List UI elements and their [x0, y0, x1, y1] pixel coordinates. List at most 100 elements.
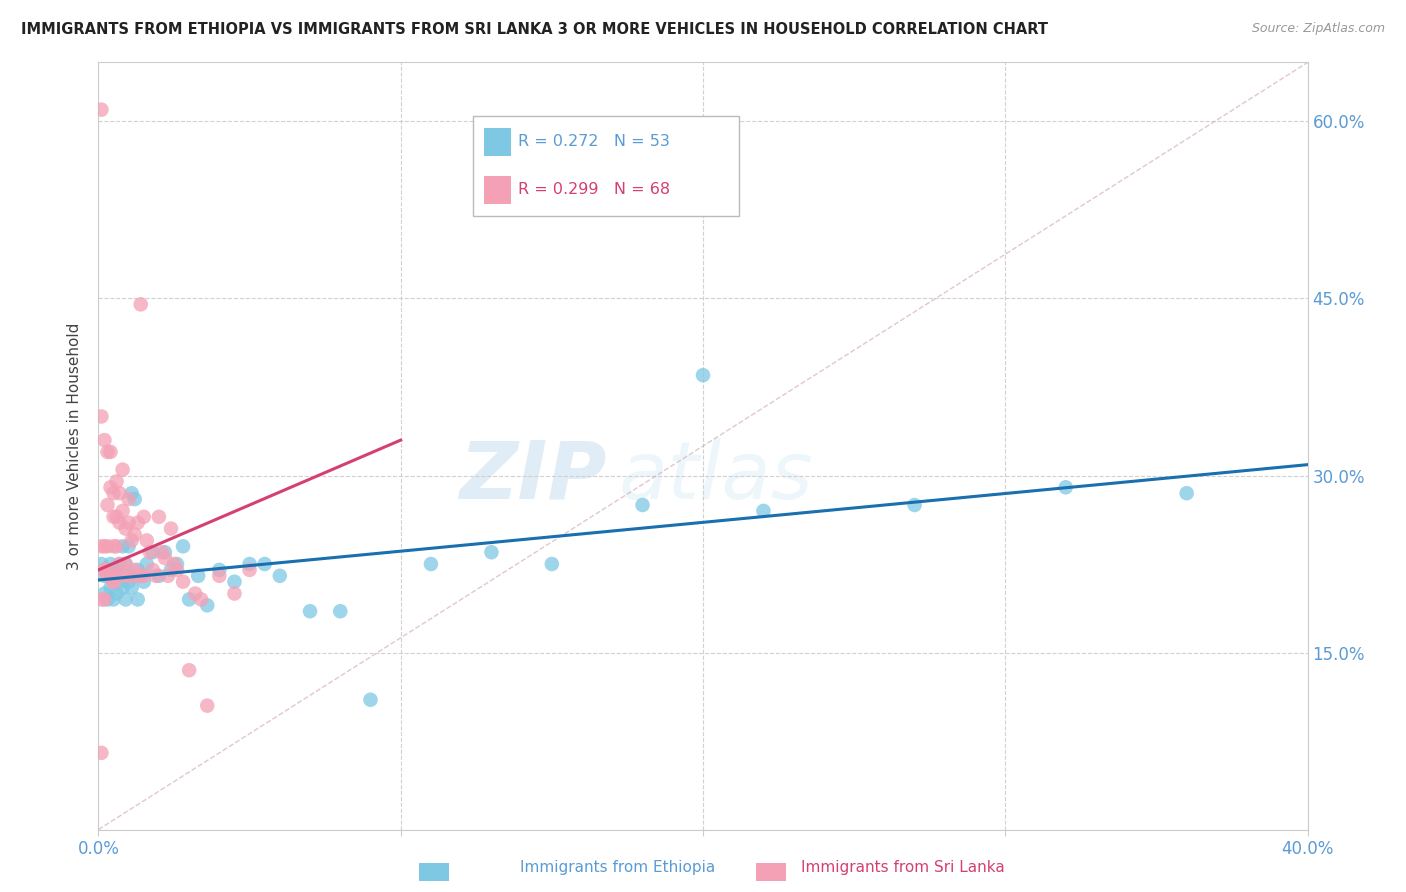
Point	[96, 592, 118, 607]
Point	[105, 509, 128, 524]
Point	[90, 409, 112, 424]
Point	[111, 581, 134, 595]
Point	[90, 592, 112, 607]
Point	[93, 592, 115, 607]
Point	[269, 569, 291, 583]
Point	[129, 569, 152, 583]
Point	[145, 569, 167, 583]
Point	[121, 533, 143, 548]
Point	[90, 103, 112, 117]
Point	[100, 445, 122, 459]
Point	[96, 569, 118, 583]
Point	[100, 480, 122, 494]
Point	[93, 539, 115, 553]
Text: Immigrants from Sri Lanka: Immigrants from Sri Lanka	[801, 861, 1005, 875]
Point	[93, 569, 115, 583]
FancyBboxPatch shape	[756, 863, 786, 881]
Point	[93, 586, 115, 600]
Point	[100, 569, 122, 583]
Point	[148, 509, 170, 524]
Point	[121, 486, 143, 500]
Point	[752, 504, 775, 518]
Point	[329, 604, 352, 618]
Y-axis label: 3 or more Vehicles in Household: 3 or more Vehicles in Household	[67, 322, 83, 570]
Point	[118, 569, 141, 583]
Point	[93, 563, 115, 577]
Point	[360, 692, 382, 706]
FancyBboxPatch shape	[419, 863, 449, 881]
Point	[118, 492, 141, 507]
Point	[156, 569, 179, 583]
Point	[239, 563, 262, 577]
Point	[187, 569, 209, 583]
Point	[153, 545, 176, 559]
Point	[100, 557, 122, 571]
Point	[114, 557, 136, 571]
Point	[172, 574, 194, 589]
Point	[108, 557, 131, 571]
Point	[96, 498, 118, 512]
Point	[132, 509, 155, 524]
Point	[208, 569, 231, 583]
Text: atlas: atlas	[619, 438, 813, 516]
Point	[253, 557, 276, 571]
Point	[631, 498, 654, 512]
Point	[105, 586, 128, 600]
Point	[163, 557, 186, 571]
Point	[127, 516, 149, 530]
Point	[139, 545, 162, 559]
Point	[114, 557, 136, 571]
Point	[190, 592, 212, 607]
Point	[96, 539, 118, 553]
Point	[96, 445, 118, 459]
Point	[105, 569, 128, 583]
Point	[114, 592, 136, 607]
Point	[904, 498, 927, 512]
Point	[96, 563, 118, 577]
Point	[420, 557, 443, 571]
Point	[118, 574, 141, 589]
Point	[299, 604, 322, 618]
Point	[100, 581, 122, 595]
Point	[93, 563, 115, 577]
Point	[132, 569, 155, 583]
Point	[121, 569, 143, 583]
Point	[142, 545, 165, 559]
Point	[132, 574, 155, 589]
Point	[105, 539, 128, 553]
Point	[127, 563, 149, 577]
Point	[105, 475, 128, 489]
Text: IMMIGRANTS FROM ETHIOPIA VS IMMIGRANTS FROM SRI LANKA 3 OR MORE VEHICLES IN HOUS: IMMIGRANTS FROM ETHIOPIA VS IMMIGRANTS F…	[21, 22, 1047, 37]
Point	[166, 557, 188, 571]
Point	[100, 569, 122, 583]
Point	[108, 516, 131, 530]
Point	[540, 557, 562, 571]
Point	[114, 522, 136, 536]
Point	[111, 539, 134, 553]
Point	[150, 545, 173, 559]
Point	[90, 557, 112, 571]
Point	[90, 539, 112, 553]
Point	[153, 551, 176, 566]
Point	[118, 539, 141, 553]
Point	[129, 297, 152, 311]
Point	[111, 462, 134, 476]
Point	[105, 563, 128, 577]
Point	[692, 368, 714, 383]
Point	[135, 533, 157, 548]
Point	[1175, 486, 1198, 500]
Point	[108, 574, 131, 589]
Point	[103, 569, 125, 583]
Point	[111, 569, 134, 583]
Point	[103, 509, 125, 524]
Point	[127, 592, 149, 607]
Point	[103, 539, 125, 553]
Point	[166, 563, 188, 577]
Point	[121, 581, 143, 595]
Text: Immigrants from Ethiopia: Immigrants from Ethiopia	[520, 861, 716, 875]
Point	[481, 545, 503, 559]
Point	[129, 569, 152, 583]
Point	[172, 539, 194, 553]
Point	[224, 586, 246, 600]
Point	[127, 569, 149, 583]
